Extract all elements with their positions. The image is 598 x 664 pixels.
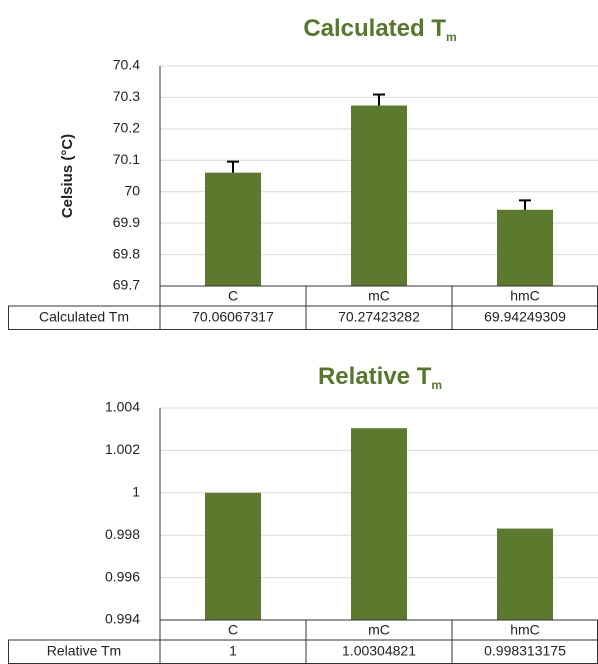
chart-title: Calculated Tm: [303, 15, 456, 44]
bar: [497, 528, 553, 620]
y-tick-label: 0.996: [105, 568, 140, 584]
bar: [205, 492, 261, 620]
x-tick-label: mC: [368, 288, 390, 304]
x-tick-label: hmC: [510, 622, 540, 638]
title-text: Relative T: [318, 363, 432, 390]
y-tick-label: 69.7: [113, 277, 140, 293]
table-value: 69.94249309: [484, 309, 566, 325]
bar: [205, 172, 261, 286]
title-subscript: m: [431, 378, 442, 392]
y-tick-label: 1.004: [105, 399, 140, 415]
y-tick-label: 0.998: [105, 526, 140, 542]
y-axis-label: Celsius (°C): [59, 134, 76, 218]
title-subscript: m: [446, 30, 457, 44]
table-value: 0.998313175: [484, 643, 566, 659]
table-row-label: Relative Tm: [47, 643, 121, 659]
chart-title: Relative Tm: [318, 363, 442, 392]
table-value: 70.06067317: [192, 309, 274, 325]
y-tick-label: 69.8: [113, 245, 140, 261]
bar: [351, 428, 407, 620]
bar: [497, 209, 553, 286]
table-row-label: Calculated Tm: [39, 309, 129, 325]
y-tick-label: 70: [124, 182, 140, 198]
y-tick-label: 0.994: [105, 611, 140, 627]
x-tick-label: C: [228, 288, 238, 304]
table-value: 1.00304821: [342, 643, 416, 659]
y-tick-label: 1.002: [105, 441, 140, 457]
y-tick-label: 70.4: [113, 57, 140, 73]
table-value: 70.27423282: [338, 309, 420, 325]
x-tick-label: hmC: [510, 288, 540, 304]
y-tick-label: 70.2: [113, 120, 140, 136]
y-tick-label: 70.1: [113, 151, 140, 167]
y-tick-label: 1: [132, 484, 140, 500]
y-tick-label: 70.3: [113, 88, 140, 104]
table-value: 1: [229, 643, 237, 659]
bar: [351, 105, 407, 286]
x-tick-label: mC: [368, 622, 390, 638]
title-text: Calculated T: [303, 15, 446, 42]
x-tick-label: C: [228, 622, 238, 638]
y-tick-label: 69.9: [113, 214, 140, 230]
